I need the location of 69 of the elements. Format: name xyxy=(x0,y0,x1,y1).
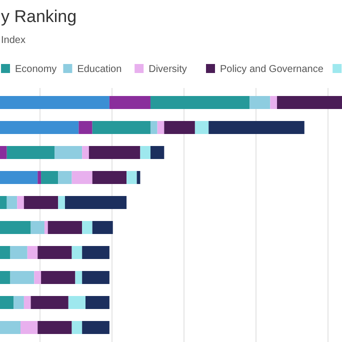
bar xyxy=(82,146,89,159)
bar xyxy=(82,321,110,334)
bar xyxy=(92,121,150,134)
bar xyxy=(164,121,195,134)
bar xyxy=(58,196,65,209)
bar xyxy=(0,121,79,134)
bar xyxy=(0,171,38,184)
bar xyxy=(30,296,68,309)
bar xyxy=(38,246,72,259)
bar xyxy=(157,121,164,134)
legend-label: Education xyxy=(77,64,122,75)
bar xyxy=(277,96,342,109)
bar xyxy=(140,146,150,159)
bar xyxy=(0,246,10,259)
bar xyxy=(82,221,92,234)
bar xyxy=(109,96,150,109)
bar xyxy=(126,171,137,184)
bar xyxy=(20,321,38,334)
bar xyxy=(0,96,110,109)
legend-label: Policy and Governance xyxy=(220,64,324,75)
bar xyxy=(58,171,72,184)
bar xyxy=(78,121,92,134)
bar xyxy=(250,96,270,109)
bar xyxy=(27,246,38,259)
bar xyxy=(38,321,72,334)
bar xyxy=(88,146,140,159)
bar xyxy=(44,221,48,234)
bar xyxy=(41,271,76,284)
bar xyxy=(38,171,42,184)
bar xyxy=(41,171,58,184)
bar xyxy=(0,271,10,284)
bar xyxy=(64,196,127,209)
bar xyxy=(270,96,278,109)
bar xyxy=(6,196,18,209)
bar xyxy=(6,146,55,159)
bar xyxy=(10,246,28,259)
bar xyxy=(72,171,92,184)
legend-label: Economy xyxy=(15,64,57,75)
legend-label: Diversity xyxy=(148,64,187,75)
bar xyxy=(0,296,14,309)
bar xyxy=(0,196,7,209)
bar xyxy=(150,121,158,134)
bar xyxy=(68,296,86,309)
chart-title: y Ranking xyxy=(1,7,77,26)
bar xyxy=(34,271,42,284)
bar xyxy=(72,246,82,259)
bar xyxy=(24,296,31,309)
bar xyxy=(0,221,31,234)
bar xyxy=(194,121,209,134)
bar xyxy=(72,321,82,334)
bar xyxy=(150,146,164,159)
bar xyxy=(92,171,127,184)
bar xyxy=(82,271,110,284)
bar xyxy=(24,196,58,209)
bar xyxy=(150,96,250,109)
bar xyxy=(0,321,21,334)
bar xyxy=(86,296,110,309)
bar xyxy=(0,146,7,159)
bar xyxy=(48,221,82,234)
bar xyxy=(30,221,44,234)
chart-subtitle: Index xyxy=(1,35,26,46)
bar xyxy=(54,146,82,159)
bar xyxy=(10,271,34,284)
bar xyxy=(92,221,113,234)
bar xyxy=(14,296,24,309)
bar xyxy=(208,121,304,134)
bar xyxy=(17,196,24,209)
bar xyxy=(82,246,110,259)
bar xyxy=(75,271,82,284)
